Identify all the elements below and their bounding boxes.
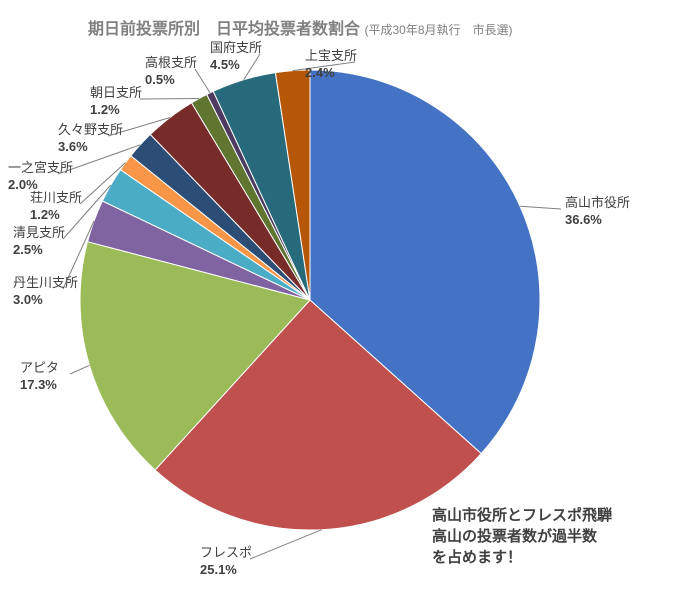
slice-label: 荘川支所1.2% xyxy=(30,190,82,224)
slice-label: アピタ17.3% xyxy=(20,360,59,394)
slice-label-name: フレスポ xyxy=(200,545,252,562)
slice-label: 国府支所4.5% xyxy=(210,40,262,74)
annotation-line: 高山の投票者数が過半数 xyxy=(432,526,612,547)
slice-label-pct: 3.6% xyxy=(58,139,123,156)
slice-label-pct: 1.2% xyxy=(90,102,142,119)
slice-label: 清見支所2.5% xyxy=(13,225,65,259)
slice-label-name: 清見支所 xyxy=(13,225,65,242)
annotation-line: 高山市役所とフレスポ飛騨 xyxy=(432,505,612,526)
slice-label-pct: 4.5% xyxy=(210,57,262,74)
chart-container: { "title_main": "期日前投票所別 日平均投票者数割合", "ti… xyxy=(0,0,680,593)
slice-label-pct: 3.0% xyxy=(13,292,78,309)
annotation-line: を占めます！ xyxy=(432,547,612,568)
title-sub: (平成30年8月執行 市長選) xyxy=(364,23,512,37)
slice-label-name: 高根支所 xyxy=(145,55,197,72)
pie-chart xyxy=(70,55,550,545)
slice-label: 久々野支所3.6% xyxy=(58,122,123,156)
slice-label-name: 上宝支所 xyxy=(305,48,357,65)
slice-label-name: 朝日支所 xyxy=(90,85,142,102)
chart-title: 期日前投票所別 日平均投票者数割合 (平成30年8月執行 市長選) xyxy=(88,15,512,39)
slice-label-pct: 17.3% xyxy=(20,377,59,394)
slice-label-name: 高山市役所 xyxy=(565,195,630,212)
slice-label-pct: 25.1% xyxy=(200,562,252,579)
annotation-text: 高山市役所とフレスポ飛騨高山の投票者数が過半数を占めます！ xyxy=(432,505,612,568)
slice-label-name: アピタ xyxy=(20,360,59,377)
slice-label-name: 丹生川支所 xyxy=(13,275,78,292)
slice-label: 上宝支所2.4% xyxy=(305,48,357,82)
slice-label-pct: 36.6% xyxy=(565,212,630,229)
slice-label-pct: 1.2% xyxy=(30,207,82,224)
slice-label: フレスポ25.1% xyxy=(200,545,252,579)
slice-label: 高山市役所36.6% xyxy=(565,195,630,229)
slice-label-pct: 2.5% xyxy=(13,242,65,259)
slice-label: 朝日支所1.2% xyxy=(90,85,142,119)
slice-label-pct: 2.0% xyxy=(8,177,73,194)
slice-label-name: 久々野支所 xyxy=(58,122,123,139)
slice-label-name: 国府支所 xyxy=(210,40,262,57)
slice-label: 高根支所0.5% xyxy=(145,55,197,89)
title-main: 期日前投票所別 日平均投票者数割合 xyxy=(88,21,360,38)
slice-label-pct: 2.4% xyxy=(305,65,357,82)
slice-label-name: 一之宮支所 xyxy=(8,160,73,177)
slice-label: 一之宮支所2.0% xyxy=(8,160,73,194)
slice-label-pct: 0.5% xyxy=(145,72,197,89)
slice-label: 丹生川支所3.0% xyxy=(13,275,78,309)
